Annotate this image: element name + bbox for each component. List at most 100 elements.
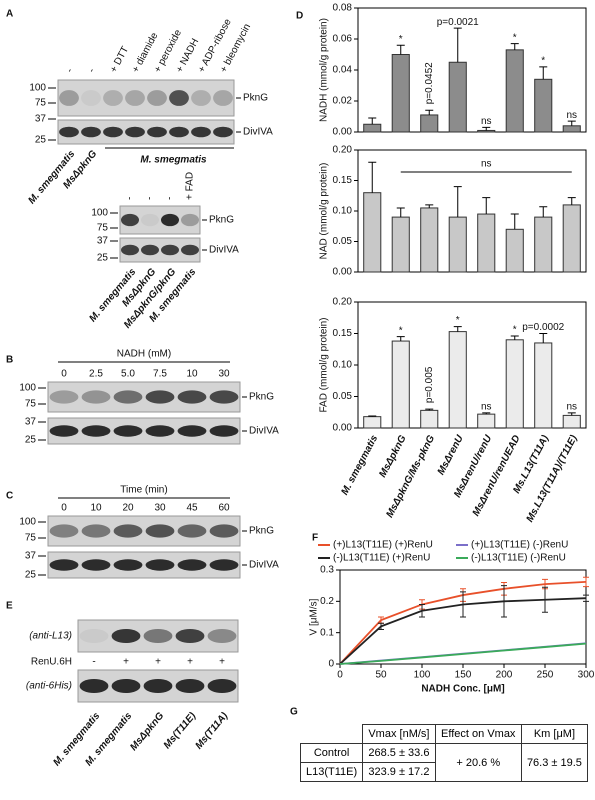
y-axis-title: NAD (mmol/g protein) xyxy=(319,163,330,260)
y-tick-label: 0.15 xyxy=(333,328,353,339)
marker-label: 25 xyxy=(35,135,47,146)
annotation: * xyxy=(399,325,403,336)
panel-label: A xyxy=(6,9,13,20)
bar xyxy=(562,414,581,429)
marker-label: 75 xyxy=(25,399,37,410)
lane-label: 10 xyxy=(90,503,102,514)
bar xyxy=(448,216,467,273)
blot-band xyxy=(79,678,109,694)
table-row: L13(T11E) 323.9 ± 17.2 xyxy=(299,762,588,782)
y-tick-label: 0.04 xyxy=(333,65,353,76)
blot-band xyxy=(59,126,79,138)
blot-band xyxy=(145,390,175,404)
blot-band xyxy=(213,126,233,138)
y-tick-label: 0.3 xyxy=(320,565,334,576)
blot-strip xyxy=(47,417,241,445)
blot-band xyxy=(125,90,145,106)
error-bar xyxy=(419,603,425,618)
blot-band xyxy=(111,678,141,694)
x-tick-label: 100 xyxy=(414,670,431,681)
lane-label: + DTT xyxy=(108,45,131,75)
error-bar xyxy=(510,43,519,50)
lane-label: 0 xyxy=(61,503,67,514)
panel-label: E xyxy=(6,601,13,612)
error-bar xyxy=(425,408,434,411)
y-axis-title: FAD (mmol/g protein) xyxy=(319,317,330,412)
annotation: * xyxy=(399,34,403,45)
annotation: * xyxy=(456,315,460,326)
table-header: Vmax [nM/s] Effect on Vmax Km [μM] xyxy=(300,724,589,744)
blot-band xyxy=(141,244,159,256)
error-bar xyxy=(460,591,466,618)
error-bar xyxy=(539,333,548,343)
band-label: DivIVA xyxy=(209,245,239,256)
y-tick-label: 0.00 xyxy=(333,423,353,434)
annotation: ns xyxy=(566,110,577,121)
blot-band xyxy=(177,425,207,437)
y-tick-label: 0.05 xyxy=(333,391,353,402)
lane-label: 10 xyxy=(186,369,198,380)
lane-label: + xyxy=(123,657,129,668)
blot-strip xyxy=(47,515,241,547)
blot-band xyxy=(81,425,111,437)
blot-band xyxy=(121,244,139,256)
blot-band xyxy=(177,524,207,538)
blot-band xyxy=(175,678,205,694)
lane-label: 30 xyxy=(218,369,230,380)
header-cell: Effect on Vmax xyxy=(434,724,522,744)
blot-band xyxy=(113,559,143,571)
y-tick-label: 0.2 xyxy=(320,596,334,607)
panel-label: D xyxy=(296,11,303,22)
error-bar xyxy=(567,197,576,205)
bar xyxy=(448,331,467,429)
error-bar xyxy=(539,206,548,218)
y-tick-label: 0.1 xyxy=(320,627,334,638)
bar xyxy=(448,61,467,133)
group-label: M. smegmatis xyxy=(140,155,207,166)
band-label: PknG xyxy=(249,526,274,537)
marker-label: 75 xyxy=(97,223,109,234)
error-bar xyxy=(583,594,589,602)
lane-label: 45 xyxy=(186,503,198,514)
band-label: DivIVA xyxy=(249,426,279,437)
bar xyxy=(477,413,496,429)
annotation: p=0.0021 xyxy=(437,17,479,28)
bar xyxy=(534,216,553,273)
legend-label: (+)L13(T11E) (+)RenU xyxy=(333,540,433,551)
blot-band xyxy=(181,213,199,227)
error-bar xyxy=(368,161,377,193)
error-bar xyxy=(396,44,405,55)
marker-label: 100 xyxy=(19,383,36,394)
legend-label: (-)L13(T11E) (+)RenU xyxy=(333,553,430,564)
header-cell: Vmax [nM/s] xyxy=(362,724,436,744)
error-bar xyxy=(510,335,519,340)
sample-label: MsΔpknG xyxy=(128,710,166,753)
marker-label: 25 xyxy=(97,253,109,264)
series-line xyxy=(339,642,587,665)
blot-band xyxy=(49,425,79,437)
panel-label: G xyxy=(290,707,298,718)
blot-band xyxy=(103,90,123,106)
blot-band xyxy=(49,559,79,571)
lane-label: 7.5 xyxy=(153,369,167,380)
error-bar xyxy=(396,336,405,342)
panel-label: F xyxy=(312,533,318,544)
x-tick-label: 200 xyxy=(496,670,513,681)
lane-label: - xyxy=(125,197,136,200)
blot-band xyxy=(161,213,179,227)
y-tick-label: 0.20 xyxy=(333,297,353,308)
blot-band xyxy=(191,90,211,106)
panel-label: B xyxy=(6,355,13,366)
blot-band xyxy=(161,244,179,256)
error-bar xyxy=(378,622,384,631)
error-bar xyxy=(368,117,377,125)
blot-band xyxy=(113,425,143,437)
y-axis-title: NADH (mmol/g protein) xyxy=(319,18,330,122)
bar xyxy=(391,216,410,273)
blot-band xyxy=(113,524,143,538)
row-label: RenU.6H xyxy=(31,657,72,668)
y-tick-label: 0.08 xyxy=(333,3,353,14)
blot-band xyxy=(209,390,239,404)
error-bar xyxy=(425,109,434,115)
